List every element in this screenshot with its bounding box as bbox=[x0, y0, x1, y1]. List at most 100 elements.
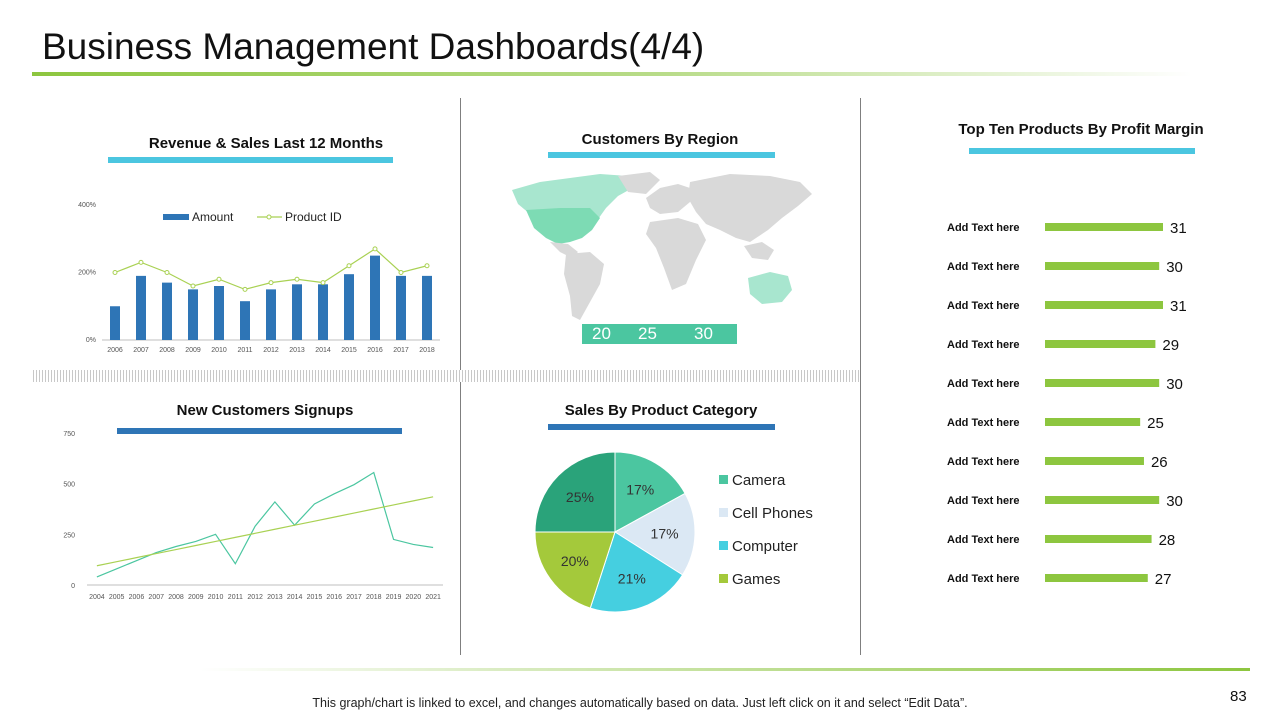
top-product-value: 26 bbox=[1151, 454, 1168, 471]
pie-slice[interactable] bbox=[534, 531, 616, 609]
revenue-line-point[interactable] bbox=[294, 276, 300, 282]
revenue-bar[interactable] bbox=[136, 275, 146, 340]
top-product-bar[interactable] bbox=[1045, 340, 1156, 348]
pie-legend-swatch bbox=[719, 541, 728, 550]
signups-x-tick: 2017 bbox=[346, 594, 362, 601]
pie-legend-label: Cell Phones bbox=[732, 505, 813, 522]
revenue-y-tick: 200% bbox=[78, 270, 96, 277]
top-product-bar[interactable] bbox=[1045, 457, 1144, 465]
map-region-australia[interactable] bbox=[748, 272, 792, 304]
revenue-line-point[interactable] bbox=[164, 270, 170, 275]
revenue-line-point[interactable] bbox=[372, 246, 378, 252]
revenue-y-tick: 0% bbox=[86, 337, 96, 344]
top-product-value: 31 bbox=[1170, 298, 1187, 315]
revenue-bar[interactable] bbox=[396, 275, 406, 340]
revenue-x-tick: 2011 bbox=[237, 347, 252, 354]
revenue-line-point[interactable] bbox=[190, 283, 196, 289]
revenue-bar[interactable] bbox=[266, 289, 276, 340]
top-products-chart[interactable]: Add Text here 31 Add Text here 30 Add Text h… bbox=[940, 210, 1240, 600]
revenue-bar[interactable] bbox=[214, 286, 224, 340]
signups-x-tick: 2009 bbox=[188, 594, 204, 601]
top-product-bar[interactable] bbox=[1045, 496, 1160, 504]
top-product-label: Add Text here bbox=[947, 378, 1020, 390]
revenue-line-point[interactable] bbox=[242, 286, 248, 292]
revenue-bar[interactable] bbox=[344, 274, 354, 340]
map-color-scale: 20 25 30 bbox=[582, 324, 737, 344]
pie-slice-label: 25% bbox=[566, 489, 594, 505]
revenue-bar[interactable] bbox=[240, 301, 250, 340]
signups-x-tick: 2015 bbox=[307, 594, 323, 601]
legend-product-id-marker bbox=[266, 214, 272, 220]
revenue-bar[interactable] bbox=[292, 284, 302, 340]
signups-x-tick: 2021 bbox=[425, 594, 441, 601]
revenue-bar[interactable] bbox=[110, 306, 120, 340]
revenue-line-point[interactable] bbox=[216, 276, 222, 282]
revenue-x-tick: 2017 bbox=[393, 347, 409, 354]
revenue-chart-title: Revenue & Sales Last 12 Months bbox=[148, 135, 384, 152]
revenue-x-tick: 2012 bbox=[263, 347, 279, 354]
legend-amount: Amount bbox=[192, 210, 234, 224]
page-number: 83 bbox=[1230, 688, 1247, 705]
top-product-value: 27 bbox=[1155, 571, 1172, 588]
map-region-africa bbox=[646, 218, 706, 290]
signups-trendline[interactable] bbox=[96, 496, 434, 567]
revenue-x-tick: 2014 bbox=[315, 347, 331, 354]
region-map-title: Customers By Region bbox=[581, 131, 739, 148]
top-products-title-bar bbox=[969, 148, 1195, 154]
signups-title-bar bbox=[117, 428, 402, 434]
pie-slice[interactable] bbox=[589, 531, 684, 613]
top-product-label: Add Text here bbox=[947, 339, 1020, 351]
revenue-line-point[interactable] bbox=[424, 263, 430, 269]
revenue-bar[interactable] bbox=[162, 282, 172, 340]
scale-label-20: 20 bbox=[592, 324, 611, 343]
category-chart-title: Sales By Product Category bbox=[564, 402, 758, 419]
revenue-chart[interactable]: 0% 200% 400% 2006 2007 2008 2009 2010 2011 2012 20… bbox=[60, 195, 450, 360]
category-pie-chart[interactable]: 17% 17% 21% 20% 25% Camera Cell Phones Computer… bbox=[520, 440, 840, 630]
revenue-line-point[interactable] bbox=[138, 259, 144, 265]
revenue-line-point[interactable] bbox=[112, 270, 118, 275]
top-product-bar[interactable] bbox=[1045, 574, 1148, 582]
signups-x-tick: 2005 bbox=[109, 594, 125, 601]
revenue-bar[interactable] bbox=[370, 255, 380, 340]
revenue-bar[interactable] bbox=[422, 275, 432, 340]
revenue-line-point[interactable] bbox=[320, 280, 326, 286]
top-product-label: Add Text here bbox=[947, 222, 1020, 234]
map-region-europe bbox=[646, 184, 696, 214]
signups-x-tick: 2004 bbox=[89, 594, 105, 601]
pie-slice[interactable] bbox=[614, 492, 696, 576]
category-title-bar bbox=[548, 424, 775, 430]
pie-slice[interactable] bbox=[614, 451, 686, 533]
revenue-bar[interactable] bbox=[318, 284, 328, 340]
signups-x-tick: 2020 bbox=[406, 594, 422, 601]
signups-x-tick: 2019 bbox=[386, 594, 402, 601]
top-product-bar[interactable] bbox=[1045, 301, 1163, 309]
signups-y-tick: 750 bbox=[63, 431, 75, 438]
top-product-bar[interactable] bbox=[1045, 418, 1141, 426]
top-product-label: Add Text here bbox=[947, 300, 1020, 312]
top-product-bar[interactable] bbox=[1045, 379, 1160, 387]
map-region-usa[interactable] bbox=[526, 208, 600, 244]
pie-slice-label: 21% bbox=[618, 571, 646, 587]
signups-x-tick: 2006 bbox=[129, 594, 145, 601]
revenue-line-point[interactable] bbox=[398, 270, 404, 275]
revenue-bar[interactable] bbox=[188, 289, 198, 340]
top-product-bar[interactable] bbox=[1045, 535, 1152, 543]
vertical-divider-right bbox=[860, 98, 861, 655]
signups-y-tick: 500 bbox=[63, 482, 75, 489]
world-map[interactable] bbox=[500, 168, 830, 348]
top-product-label: Add Text here bbox=[947, 417, 1020, 429]
signups-chart[interactable]: 0 250 500 750 2004 2005 2006 2007 2008 2009 2010 20… bbox=[55, 425, 455, 605]
signups-y-tick: 250 bbox=[63, 532, 75, 539]
top-product-bar[interactable] bbox=[1045, 223, 1163, 231]
pie-slice[interactable] bbox=[534, 451, 616, 533]
revenue-line-point[interactable] bbox=[268, 280, 274, 286]
signups-line[interactable] bbox=[96, 471, 434, 578]
top-product-bar[interactable] bbox=[1045, 262, 1160, 270]
signups-x-tick: 2013 bbox=[267, 594, 283, 601]
top-products-title: Top Ten Products By Profit Margin bbox=[958, 121, 1204, 138]
revenue-line-point[interactable] bbox=[346, 263, 352, 269]
revenue-x-tick: 2009 bbox=[185, 347, 201, 354]
horizontal-divider bbox=[33, 370, 859, 382]
pie-legend-swatch bbox=[719, 574, 728, 583]
map-region-asia bbox=[688, 174, 812, 242]
